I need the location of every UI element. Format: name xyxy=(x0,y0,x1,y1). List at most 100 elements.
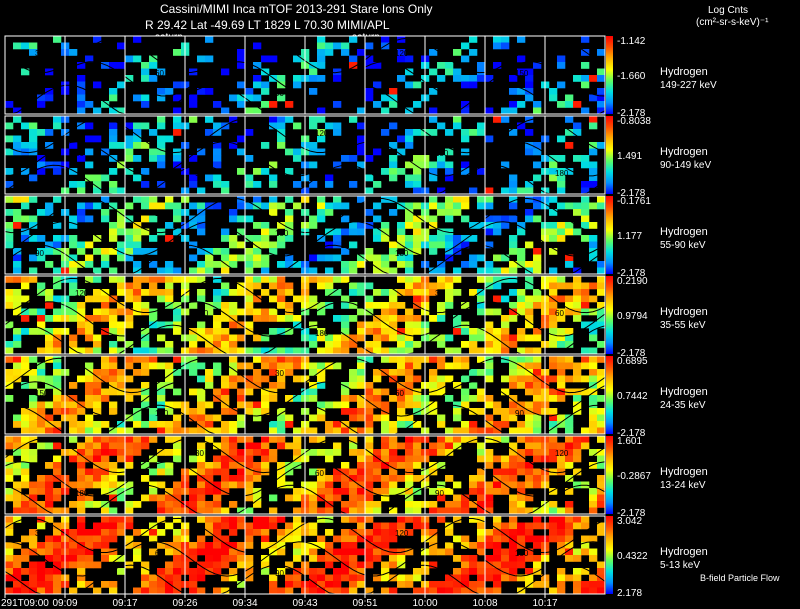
heatmap-cell xyxy=(53,295,62,303)
heatmap-cell xyxy=(477,574,486,582)
heatmap-cell xyxy=(597,315,606,322)
heatmap-cell xyxy=(445,436,454,443)
heatmap-cell xyxy=(101,522,110,530)
heatmap-cell xyxy=(389,254,398,262)
heatmap-cell xyxy=(205,462,214,469)
heatmap-cell xyxy=(341,267,350,275)
heatmap-cell xyxy=(389,455,398,463)
heatmap-cell xyxy=(517,468,526,476)
heatmap-cell xyxy=(13,142,22,149)
heatmap-cell xyxy=(517,494,526,502)
heatmap-cell xyxy=(525,382,534,389)
heatmap-cell xyxy=(117,436,126,443)
heatmap-cell xyxy=(573,587,582,595)
heatmap-cell xyxy=(429,581,438,588)
heatmap-cell xyxy=(197,261,206,268)
heatmap-cell xyxy=(205,548,214,556)
heatmap-cell xyxy=(317,449,326,456)
heatmap-cell xyxy=(429,248,438,255)
heatmap-cell xyxy=(317,488,326,495)
contour-label: 30 xyxy=(35,529,44,538)
heatmap-cell xyxy=(469,129,478,136)
heatmap-cell xyxy=(85,369,94,376)
heatmap-cell xyxy=(525,116,534,123)
heatmap-cell xyxy=(325,181,334,188)
heatmap-cell xyxy=(253,222,262,229)
heatmap-cell xyxy=(557,516,566,523)
heatmap-cell xyxy=(21,462,30,469)
heatmap-cell xyxy=(205,501,214,508)
heatmap-cell xyxy=(317,574,326,582)
heatmap-cell xyxy=(133,421,142,428)
energy-label: 35-55 keV xyxy=(660,320,706,331)
heatmap-cell xyxy=(445,235,454,242)
heatmap-cell xyxy=(373,522,382,530)
heatmap-cell xyxy=(373,529,382,536)
heatmap-cell xyxy=(205,369,214,376)
heatmap-cell xyxy=(397,574,406,582)
heatmap-cell xyxy=(165,341,174,348)
heatmap-cell xyxy=(245,215,254,223)
heatmap-cell xyxy=(341,408,350,415)
heatmap-cell xyxy=(245,401,254,409)
heatmap-cell xyxy=(37,442,46,450)
heatmap-cell xyxy=(333,449,342,456)
heatmap-cell xyxy=(525,209,534,216)
heatmap-cell xyxy=(405,174,414,182)
heatmap-cell xyxy=(109,382,118,389)
heatmap-cell xyxy=(453,401,462,409)
heatmap-cell xyxy=(405,442,414,450)
heatmap-cell xyxy=(293,488,302,495)
heatmap-cell xyxy=(517,488,526,495)
heatmap-cell xyxy=(173,49,182,56)
heatmap-cell xyxy=(349,375,358,383)
heatmap-cell xyxy=(165,568,174,575)
heatmap-cell xyxy=(325,341,334,348)
heatmap-cell xyxy=(317,347,326,355)
heatmap-cell xyxy=(269,362,278,370)
heatmap-cell xyxy=(357,122,366,130)
heatmap-cell xyxy=(365,347,374,355)
heatmap-cell xyxy=(597,436,606,443)
heatmap-cell xyxy=(357,334,366,342)
heatmap-cell xyxy=(381,427,390,435)
heatmap-cell xyxy=(573,155,582,162)
heatmap-cell xyxy=(165,382,174,389)
heatmap-cell xyxy=(477,522,486,530)
heatmap-cell xyxy=(141,302,150,309)
heatmap-cell xyxy=(581,209,590,216)
heatmap-cell xyxy=(597,302,606,309)
heatmap-cell xyxy=(157,94,166,102)
x-tick-label: 09:51 xyxy=(352,598,377,609)
contour-label: 90 xyxy=(195,169,204,178)
heatmap-cell xyxy=(13,462,22,469)
heatmap-cell xyxy=(445,148,454,156)
heatmap-cell xyxy=(125,427,134,435)
heatmap-cell xyxy=(405,516,414,523)
heatmap-cell xyxy=(493,276,502,283)
heatmap-cell xyxy=(397,75,406,82)
heatmap-cell xyxy=(221,261,230,268)
heatmap-cell xyxy=(581,161,590,169)
heatmap-cell xyxy=(213,455,222,463)
energy-label: 55-90 keV xyxy=(660,240,706,251)
heatmap-cell xyxy=(501,462,510,469)
heatmap-cell xyxy=(229,574,238,582)
heatmap-cell xyxy=(485,107,494,115)
heatmap-cell xyxy=(317,362,326,370)
heatmap-cell xyxy=(357,222,366,229)
heatmap-cell xyxy=(349,241,358,249)
heatmap-cell xyxy=(269,507,278,515)
heatmap-cell xyxy=(157,395,166,402)
heatmap-cell xyxy=(389,241,398,249)
heatmap-cell xyxy=(13,436,22,443)
heatmap-cell xyxy=(205,254,214,262)
heatmap-cell xyxy=(485,542,494,549)
heatmap-cell xyxy=(213,148,222,156)
heatmap-cell xyxy=(557,362,566,370)
heatmap-cell xyxy=(437,548,446,556)
energy-label: 149-227 keV xyxy=(660,80,717,91)
heatmap-cell xyxy=(573,289,582,296)
heatmap-cell xyxy=(405,161,414,169)
heatmap-cell xyxy=(21,235,30,242)
